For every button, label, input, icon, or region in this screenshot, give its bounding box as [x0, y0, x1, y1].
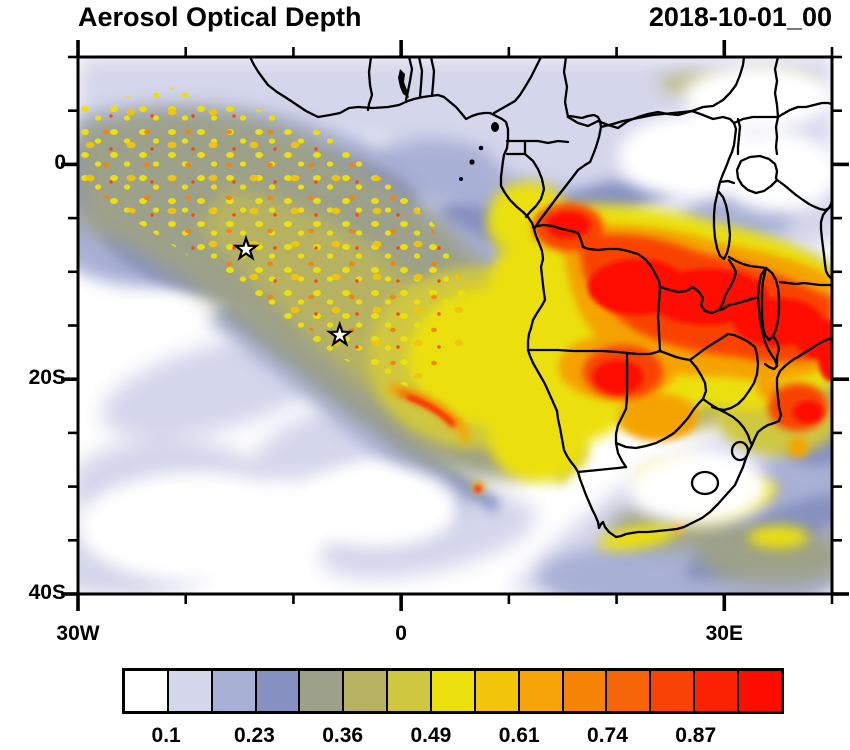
x-axis-tick-label: 30W — [56, 622, 100, 645]
lake-volta — [398, 69, 409, 98]
colorbar-cell — [344, 671, 389, 711]
colorbar-cell — [300, 671, 345, 711]
y-axis-tick-label: 20S — [28, 366, 66, 390]
page-title: Aerosol Optical Depth — [78, 2, 362, 32]
colorbar — [122, 668, 784, 714]
colorbar-cell — [475, 671, 520, 711]
lesotho-border — [690, 470, 720, 496]
colorbar-tick-label: 0.74 — [587, 724, 628, 747]
y-axis-tick-label: 0 — [54, 151, 66, 175]
principe-island — [478, 145, 484, 151]
eswatini-border — [730, 440, 750, 462]
colorbar-cell — [607, 671, 652, 711]
star-marker — [326, 320, 354, 347]
lake-malawi-outline — [760, 266, 781, 342]
colorbar-cell — [563, 671, 608, 711]
timestamp-label: 2018-10-01_00 — [648, 2, 832, 32]
aerosol-speckle-field — [78, 87, 473, 387]
annobon-island — [459, 177, 463, 181]
colorbar-tick-label: 0.1 — [151, 724, 181, 747]
gulf-of-guinea-islands — [459, 122, 499, 181]
aod-field — [78, 57, 832, 594]
colorbar-tick-label: 0.23 — [233, 724, 275, 747]
colorbar-tick-label: 0.36 — [322, 724, 364, 747]
lake-tanganyika-outline — [712, 189, 732, 261]
star-marker — [232, 234, 260, 261]
colorbar-tick-label: 0.49 — [410, 724, 452, 747]
colorbar-cell — [125, 671, 169, 711]
x-axis-tick-label: 0 — [395, 622, 407, 645]
coastline-africa-west-south — [248, 57, 832, 539]
colorbar-tick-label: 0.87 — [675, 724, 717, 747]
colorbar-cell — [432, 671, 476, 711]
country-borders — [366, 57, 832, 474]
colorbar-cell — [739, 671, 781, 711]
y-axis-tick-label: 40S — [28, 581, 66, 604]
colorbar-cell — [695, 671, 740, 711]
colorbar-cell — [168, 671, 213, 711]
colorbar-cell — [651, 671, 696, 711]
axis-ticks — [61, 40, 849, 611]
x-axis-tick-label: 30E — [705, 622, 743, 645]
colorbar-tick-label: 0.61 — [498, 724, 540, 747]
lake-victoria-outline — [735, 154, 779, 195]
colorbar-cell — [388, 671, 433, 711]
island-star-markers — [232, 234, 354, 347]
colorbar-cell — [212, 671, 257, 711]
colorbar-cell — [519, 671, 564, 711]
colorbar-cell — [256, 671, 301, 711]
sao-tome-island — [469, 159, 475, 165]
bioko-island — [491, 122, 499, 132]
